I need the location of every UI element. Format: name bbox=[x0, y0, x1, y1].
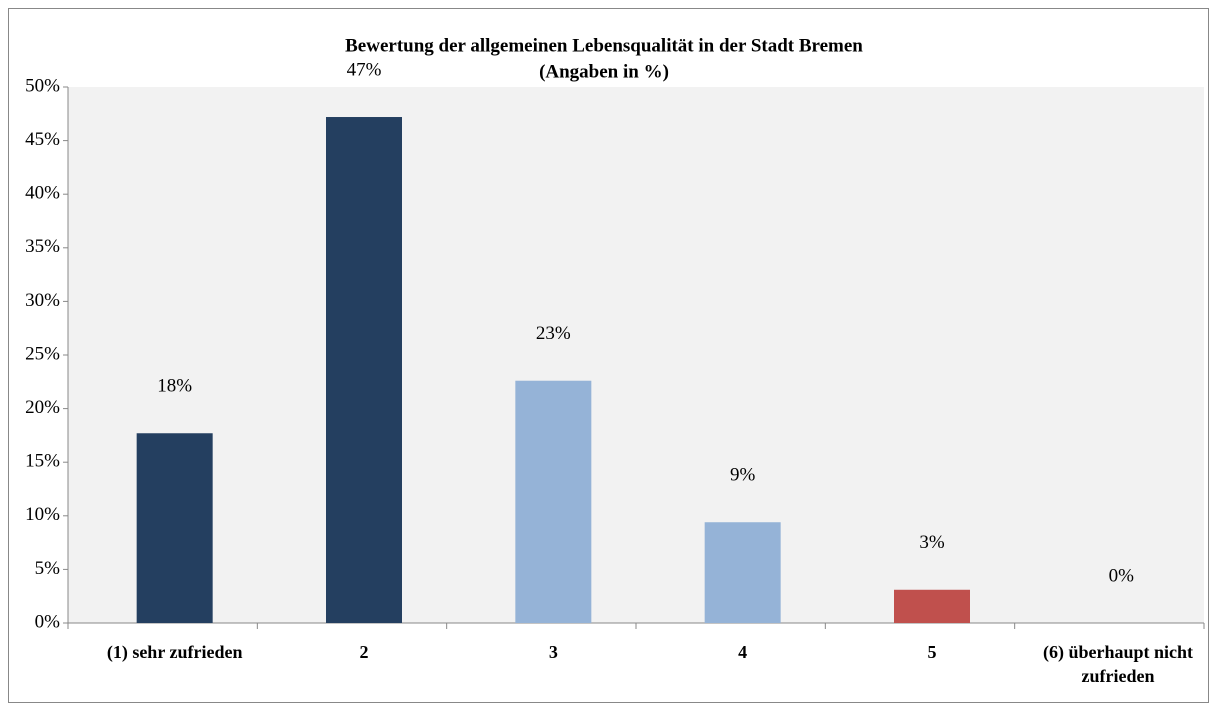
value-label: 18% bbox=[157, 376, 192, 397]
y-tick-label: 35% bbox=[25, 236, 60, 257]
y-tick-label: 15% bbox=[25, 451, 60, 472]
value-label: 0% bbox=[1109, 565, 1135, 586]
bar bbox=[326, 117, 402, 624]
x-tick-label: (6) überhaupt nicht zufrieden bbox=[1042, 642, 1194, 686]
chart-subtitle: (Angaben in %) bbox=[539, 61, 669, 82]
y-tick-label: 5% bbox=[35, 558, 61, 579]
value-label: 3% bbox=[919, 532, 945, 553]
value-label: 23% bbox=[536, 323, 571, 344]
x-tick-label: 4 bbox=[738, 642, 748, 662]
value-label: 9% bbox=[730, 465, 756, 486]
x-tick-label: 5 bbox=[927, 642, 937, 662]
y-tick-label: 50% bbox=[25, 75, 60, 96]
value-label: 47% bbox=[347, 59, 382, 80]
y-tick-label: 10% bbox=[25, 504, 60, 525]
bar bbox=[136, 433, 213, 623]
y-tick-label: 30% bbox=[25, 290, 60, 311]
y-tick-label: 40% bbox=[25, 183, 60, 204]
x-tick-label: 3 bbox=[548, 642, 558, 662]
bar bbox=[894, 589, 970, 623]
y-tick-label: 20% bbox=[25, 397, 60, 418]
x-tick-label: (1) sehr zufrieden bbox=[106, 642, 243, 662]
bar bbox=[704, 522, 781, 623]
bar bbox=[515, 380, 592, 623]
chart-title: Bewertung der allgemeinen Lebensqualität… bbox=[345, 35, 863, 56]
y-tick-label: 0% bbox=[35, 611, 61, 632]
x-tick-label: 2 bbox=[359, 642, 369, 662]
plot-area bbox=[68, 87, 1204, 623]
y-tick-label: 45% bbox=[25, 129, 60, 150]
y-tick-label: 25% bbox=[25, 343, 60, 364]
